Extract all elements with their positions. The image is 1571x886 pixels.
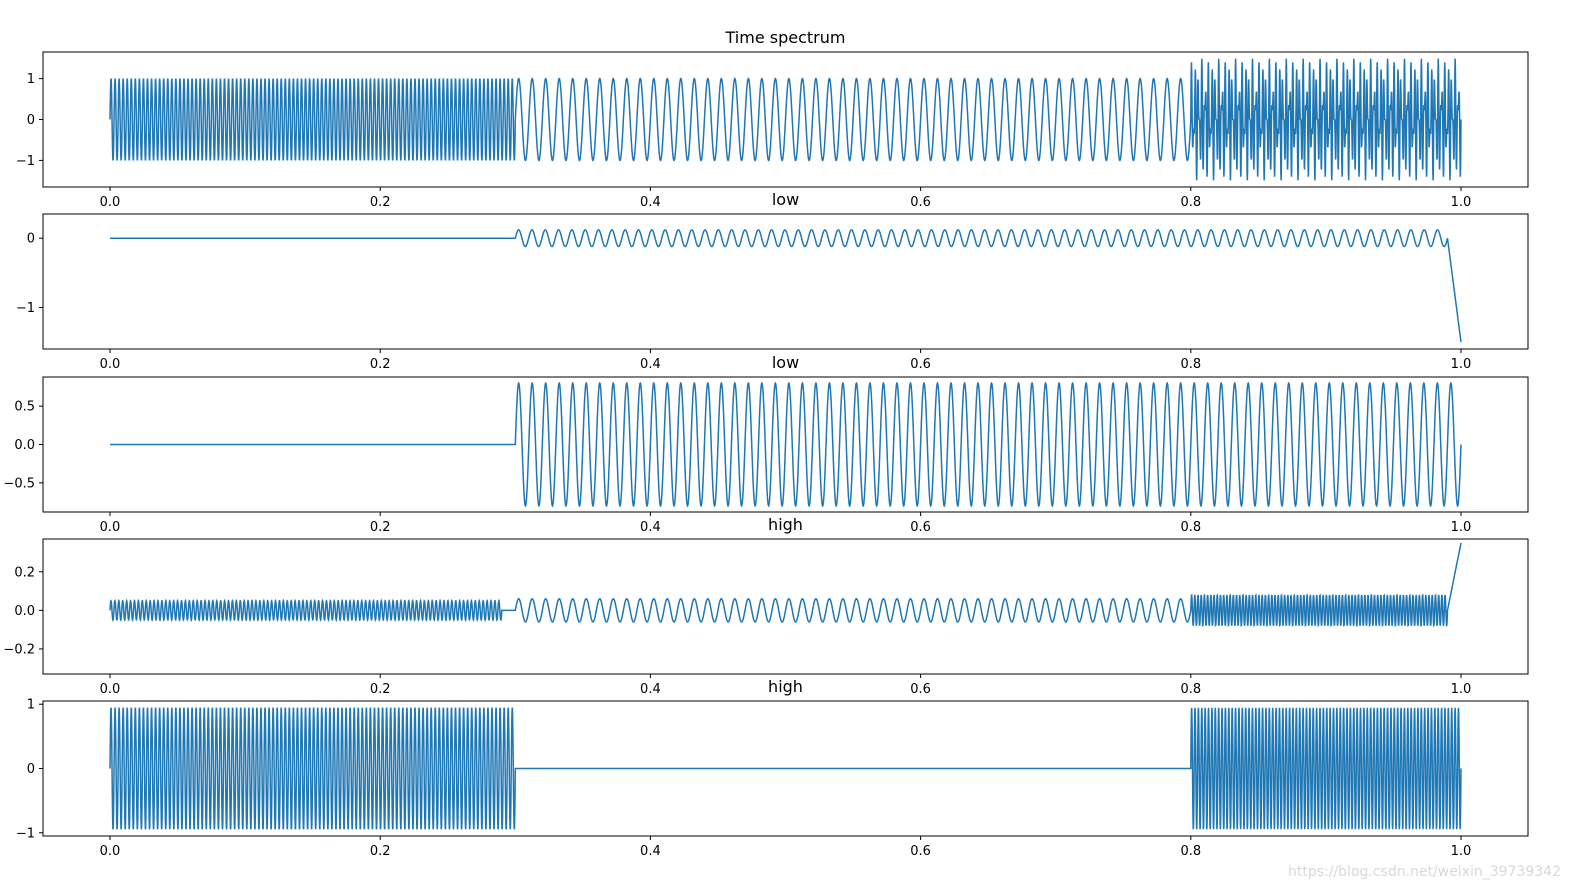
y-tick-label: 0.0 bbox=[14, 438, 35, 453]
subplot-title: high bbox=[768, 677, 803, 696]
watermark-text: https://blog.csdn.net/weixin_39739342 bbox=[1287, 864, 1561, 880]
x-tick-label: 1.0 bbox=[1451, 195, 1472, 210]
y-tick-label: −1 bbox=[16, 301, 35, 316]
axes-frame bbox=[42, 538, 1529, 675]
series-line bbox=[109, 542, 1462, 628]
y-tick-label: 0.2 bbox=[14, 565, 35, 580]
x-tick-label: 0.6 bbox=[910, 195, 931, 210]
series-line bbox=[109, 707, 1462, 830]
subplot-title: low bbox=[772, 353, 799, 372]
x-tick-label: 0.8 bbox=[1180, 357, 1201, 372]
x-tick-label: 1.0 bbox=[1451, 844, 1472, 859]
subplot-title: Time spectrum bbox=[725, 28, 846, 47]
x-tick-label: 1.0 bbox=[1451, 357, 1472, 372]
x-tick-label: 1.0 bbox=[1451, 520, 1472, 535]
y-tick-label: 0 bbox=[27, 232, 35, 247]
subplot-3: low 0.0 0.2 0.4 0.6 0.8 1.0 0.5 0.0 −0.5 bbox=[3, 353, 1529, 535]
subplot-2: low 0.0 0.2 0.4 0.6 0.8 1.0 0 −1 bbox=[16, 190, 1529, 372]
y-tick-label: −0.5 bbox=[3, 476, 35, 491]
x-tick-label: 0.4 bbox=[640, 520, 661, 535]
y-tick-label: −0.2 bbox=[3, 642, 35, 657]
x-tick-label: 0.2 bbox=[370, 520, 391, 535]
series-line bbox=[110, 381, 1462, 508]
x-tick-label: 0.4 bbox=[640, 195, 661, 210]
x-tick-label: 0.8 bbox=[1180, 520, 1201, 535]
x-tick-label: 0.8 bbox=[1180, 682, 1201, 697]
x-tick-label: 0.2 bbox=[370, 844, 391, 859]
x-tick-label: 0.8 bbox=[1180, 844, 1201, 859]
x-tick-label: 0.6 bbox=[910, 844, 931, 859]
axes-frame bbox=[42, 213, 1529, 350]
y-tick-label: −1 bbox=[16, 826, 35, 841]
subplot-1: Time spectrum 0.0 0.2 0.4 0.6 0.8 1.0 1 0 −1 bbox=[16, 28, 1529, 210]
y-tick-label: 0 bbox=[27, 113, 35, 128]
x-tick-label: 0.0 bbox=[100, 357, 121, 372]
x-tick-label: 0.0 bbox=[100, 682, 121, 697]
y-tick-label: 0 bbox=[27, 762, 35, 777]
x-tick-label: 0.6 bbox=[910, 520, 931, 535]
series-line bbox=[110, 229, 1462, 343]
x-tick-label: 0.4 bbox=[640, 357, 661, 372]
y-tick-label: 1 bbox=[27, 698, 35, 713]
x-tick-label: 0.8 bbox=[1180, 195, 1201, 210]
subplot-title: high bbox=[768, 515, 803, 534]
x-tick-label: 0.2 bbox=[370, 195, 391, 210]
y-tick-label: 0.0 bbox=[14, 604, 35, 619]
x-tick-label: 1.0 bbox=[1451, 682, 1472, 697]
x-tick-label: 0.2 bbox=[370, 682, 391, 697]
x-tick-label: 0.6 bbox=[910, 682, 931, 697]
x-tick-label: 0.0 bbox=[100, 844, 121, 859]
x-tick-label: 0.4 bbox=[640, 682, 661, 697]
series-line bbox=[109, 58, 1462, 181]
subplot-4: high 0.0 0.2 0.4 0.6 0.8 1.0 0.2 0.0 −0.2 bbox=[3, 515, 1529, 697]
y-tick-label: 1 bbox=[27, 72, 35, 87]
y-tick-label: 0.5 bbox=[14, 400, 35, 415]
x-tick-label: 0.4 bbox=[640, 844, 661, 859]
x-tick-label: 0.0 bbox=[100, 520, 121, 535]
subplot-title: low bbox=[772, 190, 799, 209]
y-tick-label: −1 bbox=[16, 154, 35, 169]
x-tick-label: 0.6 bbox=[910, 357, 931, 372]
x-tick-label: 0.2 bbox=[370, 357, 391, 372]
subplot-5: high 0.0 0.2 0.4 0.6 0.8 1.0 1 0 −1 bbox=[16, 677, 1529, 859]
x-tick-label: 0.0 bbox=[100, 195, 121, 210]
